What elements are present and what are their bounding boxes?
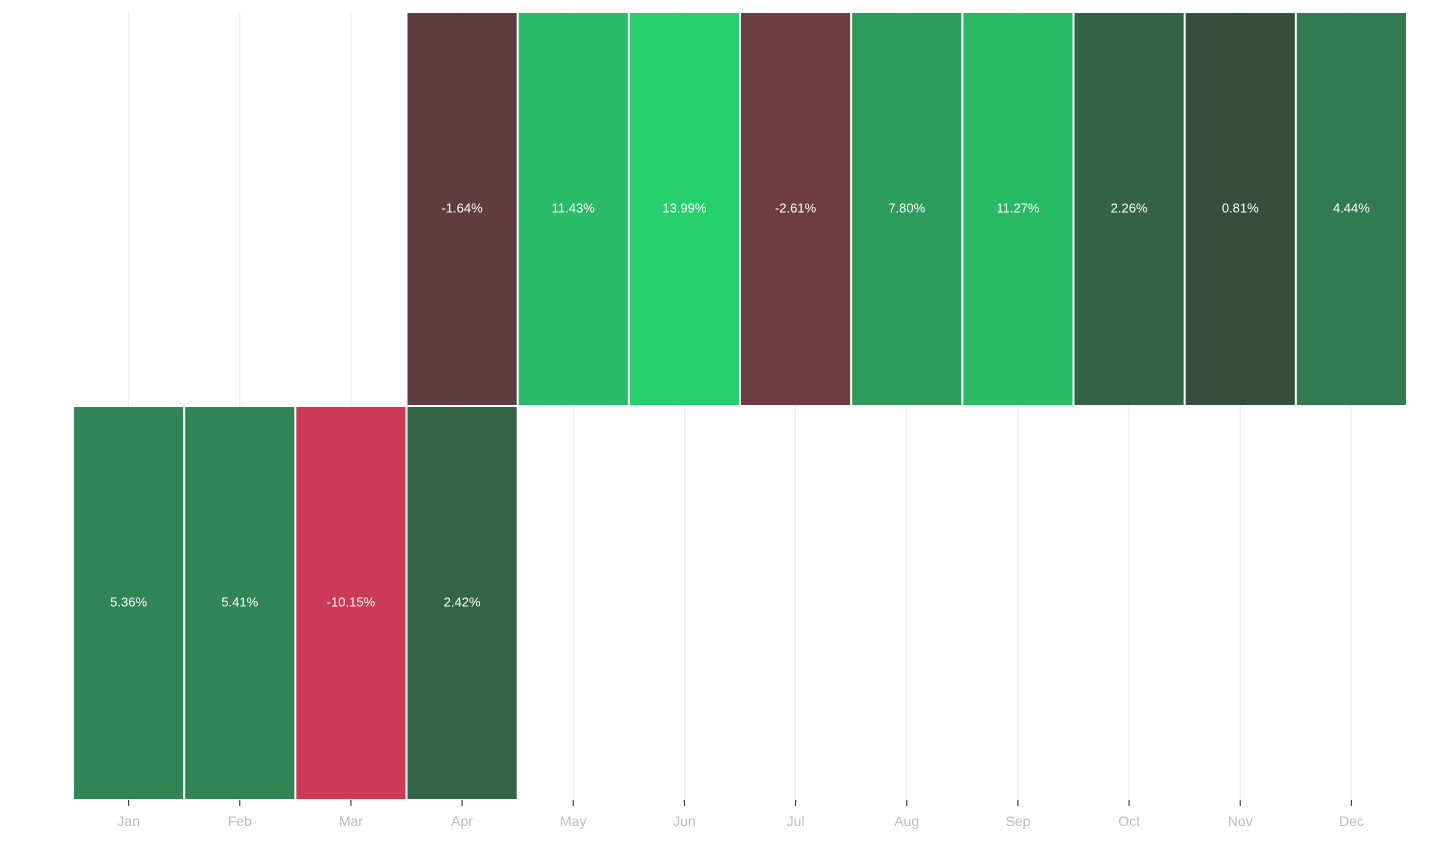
cell-row1-oct (1074, 13, 1184, 405)
x-tick-label-apr: Apr (451, 813, 473, 829)
cell-row2-mar (296, 407, 406, 799)
x-tick-label-feb: Feb (228, 813, 252, 829)
cell-row1-jul (741, 13, 851, 405)
x-tick-label-sep: Sep (1005, 813, 1030, 829)
cell-label-row1-may: 11.43% (552, 200, 596, 215)
x-tick-label-jul: Jul (787, 813, 805, 829)
cell-label-row1-sep: 11.27% (996, 200, 1040, 215)
x-tick-label-jan: Jan (117, 813, 140, 829)
cell-row1-nov (1185, 13, 1295, 405)
cell-row2-feb (185, 407, 295, 799)
cell-label-row1-apr: -1.64% (441, 200, 483, 215)
cell-row1-dec (1296, 13, 1406, 405)
cell-label-row2-feb: 5.41% (221, 594, 258, 609)
cell-label-row2-mar: -10.15% (327, 594, 376, 609)
x-tick-label-may: May (560, 813, 586, 829)
cell-row1-sep (963, 13, 1073, 405)
cell-row2-apr (407, 407, 517, 799)
cell-row2-jan (74, 407, 184, 799)
x-tick-label-aug: Aug (894, 813, 919, 829)
x-tick-label-nov: Nov (1228, 813, 1253, 829)
x-tick-label-oct: Oct (1118, 813, 1140, 829)
x-tick-label-dec: Dec (1339, 813, 1364, 829)
cell-row1-apr (407, 13, 517, 405)
cell-label-row2-apr: 2.42% (444, 594, 481, 609)
cell-row1-aug (852, 13, 962, 405)
cell-label-row1-jul: -2.61% (775, 200, 817, 215)
x-axis: Jan Feb Mar Apr May Jun Jul Aug Sep Oct Nov Dec (117, 800, 1364, 829)
cell-label-row1-jun: 13.99% (662, 200, 707, 215)
x-tick-label-mar: Mar (339, 813, 363, 829)
cell-label-row1-nov: 0.81% (1222, 200, 1259, 215)
cell-label-row1-dec: 4.44% (1333, 200, 1370, 215)
x-tick-label-jun: Jun (673, 813, 696, 829)
cell-label-row1-oct: 2.26% (1111, 200, 1148, 215)
cell-row1-jun (629, 13, 739, 405)
cell-label-row2-jan: 5.36% (110, 594, 147, 609)
cell-label-row1-aug: 7.80% (888, 200, 925, 215)
cell-row1-may (518, 13, 628, 405)
heatmap-cells: -1.64% 11.43% 13.99% -2.61% 7.80% 11.27% 2.26%… (74, 13, 1406, 799)
